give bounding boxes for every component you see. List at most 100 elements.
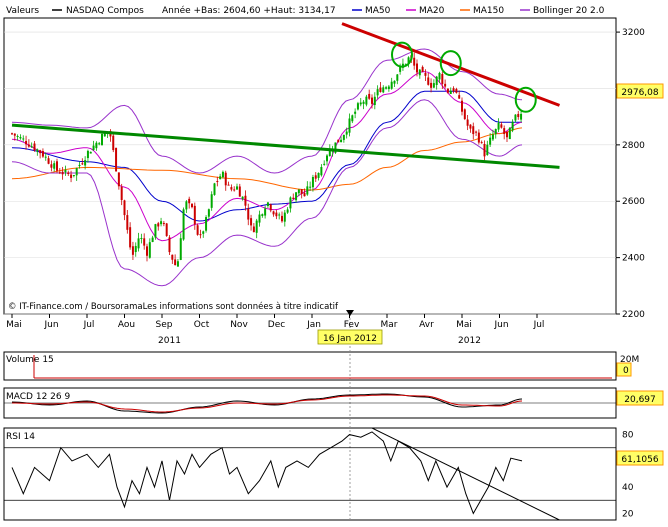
candle-body	[303, 192, 306, 197]
candle-body	[176, 261, 179, 267]
month-label: Dec	[268, 320, 285, 330]
month-label: Aou	[118, 320, 135, 330]
candle-body	[151, 237, 154, 243]
candle-body	[475, 131, 478, 133]
candle-body	[432, 83, 435, 88]
candle-body	[269, 204, 272, 211]
sub-panels: 80604020	[4, 355, 634, 521]
candle-body	[33, 143, 36, 151]
rsi-tick-label: 80	[622, 431, 634, 441]
candle-body	[297, 189, 300, 194]
highlight-circle	[439, 50, 462, 77]
candle-body	[458, 95, 461, 99]
candle-body	[328, 149, 331, 157]
candle-body	[19, 137, 22, 139]
candle-body	[494, 129, 497, 135]
month-label: Sep	[156, 320, 173, 330]
last-price-flag: 2976,08	[616, 83, 664, 99]
candle-body	[311, 176, 314, 188]
header-legend: Valeurs NASDAQ Compos Année +Bas: 2604,6…	[6, 5, 605, 16]
candle-body	[191, 203, 193, 208]
macd-title: MACD 12 26 9	[6, 392, 70, 402]
candle-body	[174, 259, 177, 266]
legend-label: MA50	[365, 6, 391, 16]
instrument-label: Valeurs	[6, 6, 39, 16]
instrument-name: NASDAQ Compos	[66, 6, 144, 16]
candle-body	[438, 72, 441, 80]
resistance-trendline	[341, 22, 561, 107]
candle-body	[503, 128, 506, 135]
rsi-line	[11, 431, 523, 515]
candle-body	[520, 113, 523, 120]
month-label: Avr	[419, 320, 434, 330]
series-line-bollinger-20-2.0	[11, 48, 523, 174]
candle-body	[16, 135, 19, 137]
candle-body	[202, 231, 205, 234]
candle-body	[416, 63, 418, 73]
candle-body	[295, 192, 298, 201]
candle-body	[115, 147, 118, 172]
footer-credit: © IT-Finance.com / BoursoramaLes informa…	[8, 301, 339, 312]
candle-body	[387, 86, 390, 90]
candle-body	[286, 209, 289, 213]
candle-body	[446, 88, 449, 93]
last-price-label: 2976,08	[621, 88, 658, 98]
candle-body	[483, 143, 486, 157]
volume-panel-frame	[3, 351, 617, 381]
candle-body	[489, 137, 492, 145]
candle-body	[233, 189, 236, 191]
candle-body	[466, 119, 469, 126]
candle-body	[103, 133, 106, 137]
candle-body	[247, 208, 250, 220]
candle-body	[86, 150, 89, 159]
candle-body	[337, 139, 340, 143]
candle-body	[129, 227, 132, 248]
candle-body	[171, 254, 174, 260]
candle-body	[472, 126, 475, 135]
candle-body	[89, 151, 92, 154]
candle-body	[424, 73, 427, 76]
candle-body	[497, 122, 500, 130]
candle-body	[320, 167, 323, 176]
candle-body	[146, 246, 148, 256]
candle-body	[506, 131, 508, 138]
y-tick-label: 2400	[622, 254, 645, 264]
candle-body	[379, 87, 382, 92]
candle-body	[283, 212, 286, 222]
candle-body	[390, 81, 393, 89]
volume-value: 0	[623, 366, 629, 376]
candle-body	[272, 211, 275, 215]
candle-body	[157, 223, 160, 227]
candle-body	[278, 214, 281, 216]
candle-body	[44, 156, 47, 158]
candle-body	[230, 187, 233, 190]
candle-body	[365, 96, 368, 105]
candle-body	[207, 209, 210, 217]
candle-body	[27, 144, 30, 147]
candle-body	[351, 115, 354, 122]
candle-body	[179, 238, 182, 260]
candle-body	[168, 237, 171, 253]
candle-body	[376, 89, 379, 96]
candle-body	[309, 186, 312, 188]
month-label: Jun	[493, 320, 508, 330]
candle-body	[306, 186, 309, 195]
candle-body	[427, 77, 430, 85]
candle-body	[255, 220, 258, 233]
candle-body	[292, 197, 295, 199]
candle-body	[61, 171, 64, 175]
candle-body	[148, 242, 151, 258]
candle-body	[47, 158, 50, 164]
candle-body	[508, 127, 511, 140]
candle-body	[199, 234, 202, 236]
candle-body	[421, 66, 424, 72]
candle-body	[334, 142, 337, 153]
candle-body	[281, 215, 283, 222]
year-stats: Année +Bas: 2604,60 +Haut: 3134,17	[162, 5, 336, 16]
candle-body	[289, 197, 292, 209]
candle-body	[314, 175, 317, 179]
candle-body	[275, 212, 278, 217]
macd-signal	[12, 394, 523, 413]
candle-body	[500, 124, 503, 128]
